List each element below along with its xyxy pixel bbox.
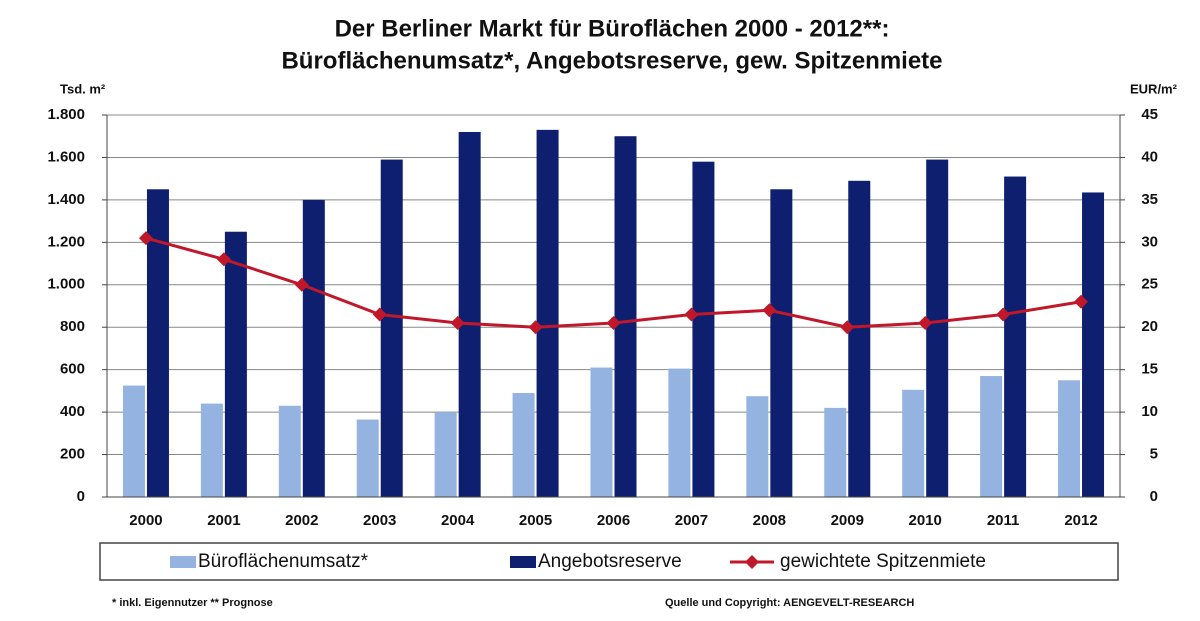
bar bbox=[590, 367, 613, 497]
y-tick-label: 0 bbox=[77, 488, 85, 505]
line-marker bbox=[372, 307, 387, 322]
bar bbox=[848, 180, 871, 498]
bar bbox=[224, 231, 247, 497]
bar bbox=[1004, 176, 1027, 498]
bar bbox=[278, 405, 301, 497]
bar bbox=[902, 389, 925, 497]
y2-tick-label: 40 bbox=[1141, 148, 1158, 165]
x-tick-label: 2004 bbox=[441, 512, 475, 529]
y-tick-label: 1.400 bbox=[47, 191, 85, 208]
bar bbox=[1082, 192, 1105, 497]
x-tick-label: 2002 bbox=[285, 512, 318, 529]
legend-box bbox=[99, 542, 1119, 581]
x-tick-label: 2007 bbox=[675, 512, 708, 529]
line-marker bbox=[684, 307, 699, 322]
bar bbox=[434, 412, 457, 497]
y-tick-label: 600 bbox=[60, 361, 85, 378]
x-tick-label: 2009 bbox=[831, 512, 864, 529]
legend-swatch-marker bbox=[745, 555, 759, 569]
y-tick-label: 1.000 bbox=[47, 276, 85, 293]
bar bbox=[692, 161, 715, 497]
line-marker bbox=[528, 320, 543, 335]
bar bbox=[926, 159, 949, 498]
y2-tick-label: 10 bbox=[1141, 403, 1158, 420]
y2-tick-label: 0 bbox=[1150, 488, 1158, 505]
chart-title: Der Berliner Markt für Büroflächen 2000 … bbox=[335, 15, 890, 42]
x-tick-label: 2005 bbox=[519, 512, 552, 529]
line-marker bbox=[216, 252, 231, 267]
line-marker bbox=[138, 231, 153, 246]
legend-label: gewichtete Spitzenmiete bbox=[780, 551, 986, 572]
bar bbox=[614, 136, 637, 497]
x-tick-label: 2008 bbox=[753, 512, 786, 529]
bar bbox=[356, 419, 379, 497]
footnote: * inkl. Eigennutzer ** Prognose bbox=[112, 597, 273, 609]
x-tick-label: 2011 bbox=[987, 512, 1020, 529]
bar bbox=[302, 199, 325, 497]
bar bbox=[512, 393, 535, 497]
y2-tick-label: 25 bbox=[1141, 276, 1158, 293]
y2-tick-label: 30 bbox=[1141, 233, 1158, 250]
y2-tick-label: 45 bbox=[1141, 106, 1158, 123]
source: Quelle und Copyright: AENGEVELT-RESEARCH bbox=[665, 597, 914, 609]
x-tick-label: 2000 bbox=[129, 512, 162, 529]
bar bbox=[536, 129, 559, 497]
bar bbox=[146, 189, 169, 497]
x-tick-label: 2001 bbox=[207, 512, 240, 529]
y-tick-label: 1.200 bbox=[47, 233, 85, 250]
legend-swatch bbox=[170, 556, 196, 568]
legend-swatch bbox=[510, 556, 536, 568]
y2-axis-label: EUR/m² bbox=[1130, 81, 1178, 96]
y-tick-label: 800 bbox=[60, 318, 85, 335]
bar bbox=[1058, 380, 1081, 497]
y2-tick-label: 35 bbox=[1141, 191, 1158, 208]
x-tick-label: 2012 bbox=[1064, 512, 1097, 529]
y-tick-label: 1.800 bbox=[47, 106, 85, 123]
y2-tick-label: 20 bbox=[1141, 318, 1158, 335]
bar bbox=[200, 403, 223, 497]
bar bbox=[380, 159, 403, 498]
line-marker bbox=[450, 315, 465, 330]
x-tick-label: 2006 bbox=[597, 512, 630, 529]
legend-label: Angebotsreserve bbox=[538, 551, 682, 572]
line-marker bbox=[996, 307, 1011, 322]
line-marker bbox=[294, 277, 309, 292]
y2-tick-label: 15 bbox=[1141, 361, 1158, 378]
bar bbox=[458, 131, 481, 497]
line-marker bbox=[762, 303, 777, 318]
x-tick-label: 2003 bbox=[363, 512, 396, 529]
y-axis-label: Tsd. m² bbox=[60, 81, 106, 96]
y2-tick-label: 5 bbox=[1150, 446, 1158, 463]
line-marker bbox=[606, 315, 621, 330]
bar bbox=[746, 396, 769, 497]
bar bbox=[980, 376, 1003, 497]
y-tick-label: 400 bbox=[60, 403, 85, 420]
legend-label: Büroflächenumsatz* bbox=[198, 551, 369, 572]
line-marker bbox=[840, 320, 855, 335]
y-tick-label: 200 bbox=[60, 446, 85, 463]
line-marker bbox=[918, 315, 933, 330]
line-marker bbox=[1074, 294, 1089, 309]
y-tick-label: 1.600 bbox=[47, 148, 85, 165]
bar bbox=[668, 368, 691, 497]
x-tick-label: 2010 bbox=[909, 512, 942, 529]
chart-subtitle: Büroflächenumsatz*, Angebotsreserve, gew… bbox=[281, 47, 942, 74]
bar bbox=[824, 407, 847, 497]
bar bbox=[122, 385, 145, 497]
bar bbox=[770, 189, 793, 497]
